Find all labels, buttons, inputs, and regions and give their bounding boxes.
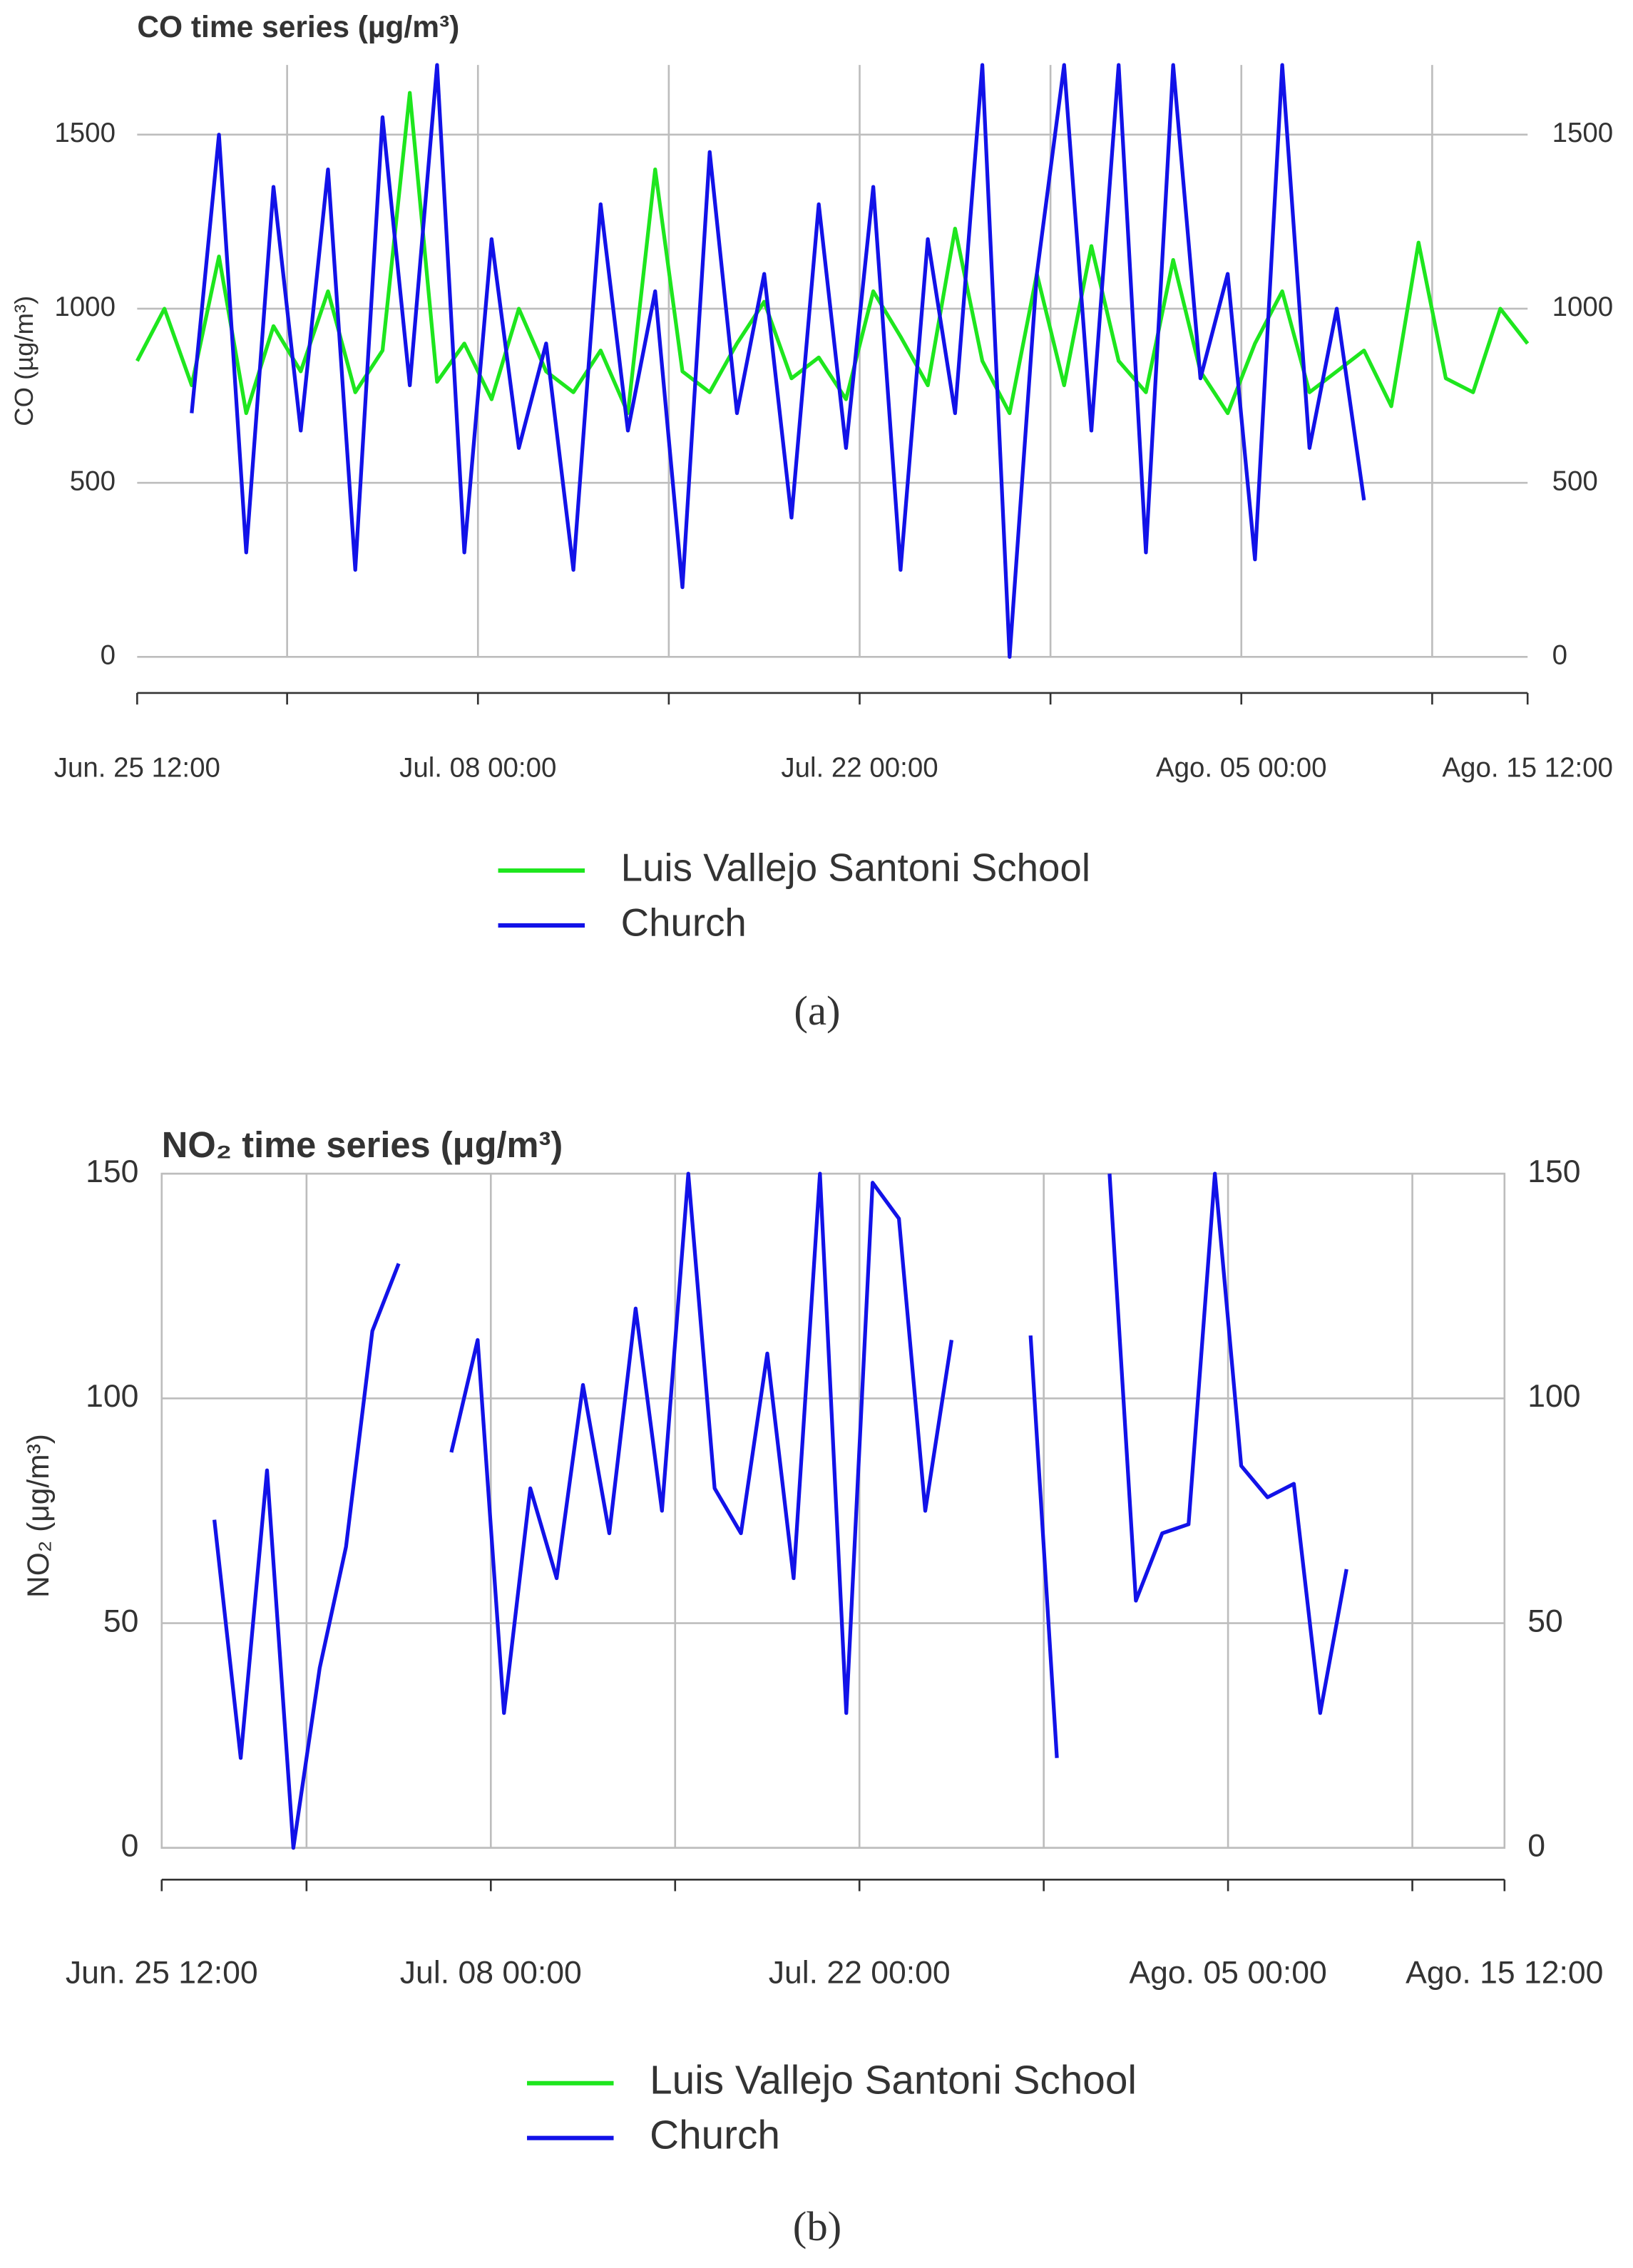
legend-label: Luis Vallejo Santoni School <box>650 2058 1137 2103</box>
legend-label: Luis Vallejo Santoni School <box>621 846 1090 889</box>
chart-title: NO₂ time series (μg/m³) <box>162 1124 563 1165</box>
x-tick-label: Jul. 08 00:00 <box>400 1956 582 1991</box>
x-tick-label: Ago. 15 12:00 <box>1442 752 1613 783</box>
plot-frame <box>160 1172 1506 1849</box>
x-tick-label: Jul. 08 00:00 <box>399 752 556 783</box>
x-tick-label: Jul. 22 00:00 <box>781 752 938 783</box>
legend-label: Church <box>650 2113 780 2158</box>
y-axis-label: NO₂ (μg/m³) <box>22 1434 56 1598</box>
y-tick-label: 50 <box>103 1603 139 1638</box>
y-tick-label: 500 <box>70 466 116 496</box>
y2-tick-label: 50 <box>1527 1603 1563 1638</box>
x-tick-label: Jul. 22 00:00 <box>769 1956 951 1991</box>
y-tick-label: 150 <box>86 1154 138 1189</box>
x-tick-label: Ago. 05 00:00 <box>1156 752 1327 783</box>
y-tick-label: 0 <box>121 1829 139 1864</box>
y2-tick-label: 500 <box>1552 466 1598 496</box>
y2-tick-label: 150 <box>1527 1154 1580 1189</box>
x-tick-label: Jun. 25 12:00 <box>54 752 220 783</box>
data-line <box>190 63 1366 659</box>
y-axis-label: CO (µg/m³) <box>9 296 39 426</box>
y2-tick-label: 0 <box>1527 1829 1545 1864</box>
chart-panel: 0 0 500 500 1000 1000 1500 1500 Jun. 25 12:00 Jul… <box>9 11 1613 1034</box>
chart-panel: 0 0 50 50 100 100 150 150 Jun. 25 12:00 Jul. 08 0… <box>22 1124 1604 2249</box>
x-tick-label: Jun. 25 12:00 <box>66 1956 258 1991</box>
x-tick-label: Ago. 05 00:00 <box>1129 1956 1326 1991</box>
data-line <box>135 91 1530 416</box>
y-tick-label: 100 <box>86 1379 138 1414</box>
y2-tick-label: 1500 <box>1552 118 1614 148</box>
chart-title: CO time series (µg/m³) <box>137 11 459 44</box>
panel-caption: (a) <box>794 987 840 1034</box>
y-tick-label: 1000 <box>54 292 116 322</box>
legend-label: Church <box>621 900 747 944</box>
y2-tick-label: 1000 <box>1552 292 1614 322</box>
y2-tick-label: 0 <box>1552 640 1567 670</box>
data-line <box>212 1171 1348 1850</box>
y-tick-label: 0 <box>101 640 116 670</box>
y-tick-label: 1500 <box>54 118 116 148</box>
y2-tick-label: 100 <box>1527 1379 1580 1414</box>
x-tick-label: Ago. 15 12:00 <box>1406 1956 1603 1991</box>
panel-caption: (b) <box>793 2203 841 2249</box>
